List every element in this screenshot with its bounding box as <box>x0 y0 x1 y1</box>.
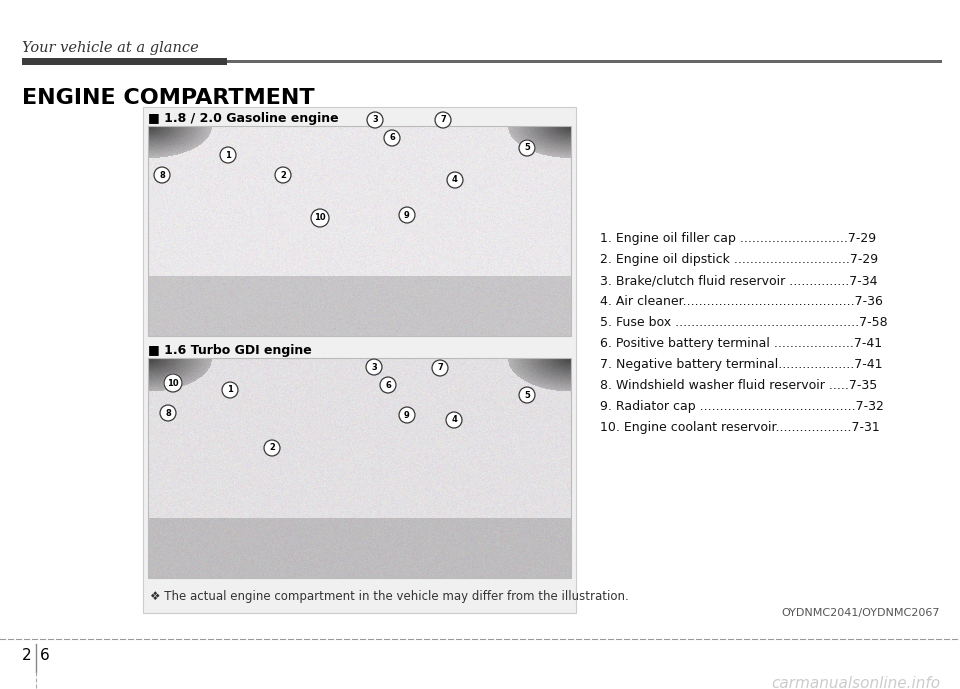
Text: 9. Radiator cap .......................................7-32: 9. Radiator cap ........................… <box>600 400 884 413</box>
Text: 7: 7 <box>437 364 443 373</box>
Text: 10: 10 <box>167 378 179 387</box>
Text: 2: 2 <box>280 170 286 180</box>
Circle shape <box>220 147 236 163</box>
Text: 5: 5 <box>524 391 530 400</box>
Circle shape <box>435 112 451 128</box>
Text: 2: 2 <box>22 648 32 663</box>
Text: 3: 3 <box>372 116 378 125</box>
Text: 6: 6 <box>385 380 391 389</box>
Text: 1. Engine oil filler cap ...........................7-29: 1. Engine oil filler cap ...............… <box>600 232 876 245</box>
Circle shape <box>384 130 400 146</box>
Circle shape <box>366 359 382 375</box>
Circle shape <box>164 374 182 392</box>
Text: 8: 8 <box>165 409 171 418</box>
Text: 1: 1 <box>228 386 233 395</box>
Text: 9: 9 <box>404 411 410 420</box>
Circle shape <box>160 405 176 421</box>
Circle shape <box>380 377 396 393</box>
Circle shape <box>399 407 415 423</box>
Bar <box>148 358 571 578</box>
Circle shape <box>399 207 415 223</box>
Text: 4. Air cleaner...........................................7-36: 4. Air cleaner..........................… <box>600 295 883 308</box>
Bar <box>22 58 227 65</box>
Text: 1: 1 <box>225 150 231 159</box>
Text: 4: 4 <box>452 176 458 185</box>
Text: 2. Engine oil dipstick .............................7-29: 2. Engine oil dipstick .................… <box>600 253 878 266</box>
Circle shape <box>447 172 463 188</box>
Bar <box>227 60 942 63</box>
Text: 5. Fuse box ..............................................7-58: 5. Fuse box ............................… <box>600 316 888 329</box>
Circle shape <box>432 360 448 376</box>
Text: 7. Negative battery terminal...................7-41: 7. Negative battery terminal............… <box>600 358 882 371</box>
Bar <box>148 126 571 336</box>
Text: ENGINE COMPARTMENT: ENGINE COMPARTMENT <box>22 88 315 108</box>
Circle shape <box>519 387 535 403</box>
Text: 6: 6 <box>40 648 50 663</box>
Circle shape <box>264 440 280 456</box>
Circle shape <box>446 412 462 428</box>
Text: 10. Engine coolant reservoir...................7-31: 10. Engine coolant reservoir............… <box>600 421 879 434</box>
Text: 6: 6 <box>389 134 395 143</box>
Bar <box>143 107 576 613</box>
Text: 4: 4 <box>451 415 457 424</box>
Text: 9: 9 <box>404 211 410 220</box>
Text: 3: 3 <box>372 362 377 371</box>
Text: 6. Positive battery terminal ....................7-41: 6. Positive battery terminal ...........… <box>600 337 882 350</box>
Circle shape <box>222 382 238 398</box>
Text: 7: 7 <box>440 116 445 125</box>
Text: OYDNMC2041/OYDNMC2067: OYDNMC2041/OYDNMC2067 <box>781 608 940 618</box>
Text: 8: 8 <box>159 170 165 180</box>
Circle shape <box>367 112 383 128</box>
Text: 2: 2 <box>269 444 275 453</box>
Text: 8. Windshield washer fluid reservoir .....7-35: 8. Windshield washer fluid reservoir ...… <box>600 379 877 392</box>
Text: carmanualsonline.info: carmanualsonline.info <box>771 676 940 689</box>
Text: ❖ The actual engine compartment in the vehicle may differ from the illustration.: ❖ The actual engine compartment in the v… <box>150 590 629 603</box>
Text: ■ 1.8 / 2.0 Gasoline engine: ■ 1.8 / 2.0 Gasoline engine <box>148 112 339 125</box>
Text: 3. Brake/clutch fluid reservoir ...............7-34: 3. Brake/clutch fluid reservoir ........… <box>600 274 877 287</box>
Text: Your vehicle at a glance: Your vehicle at a glance <box>22 41 199 55</box>
Text: 5: 5 <box>524 143 530 152</box>
Text: 10: 10 <box>314 214 325 223</box>
Circle shape <box>154 167 170 183</box>
Circle shape <box>311 209 329 227</box>
Text: ■ 1.6 Turbo GDI engine: ■ 1.6 Turbo GDI engine <box>148 344 312 357</box>
Circle shape <box>519 140 535 156</box>
Circle shape <box>275 167 291 183</box>
